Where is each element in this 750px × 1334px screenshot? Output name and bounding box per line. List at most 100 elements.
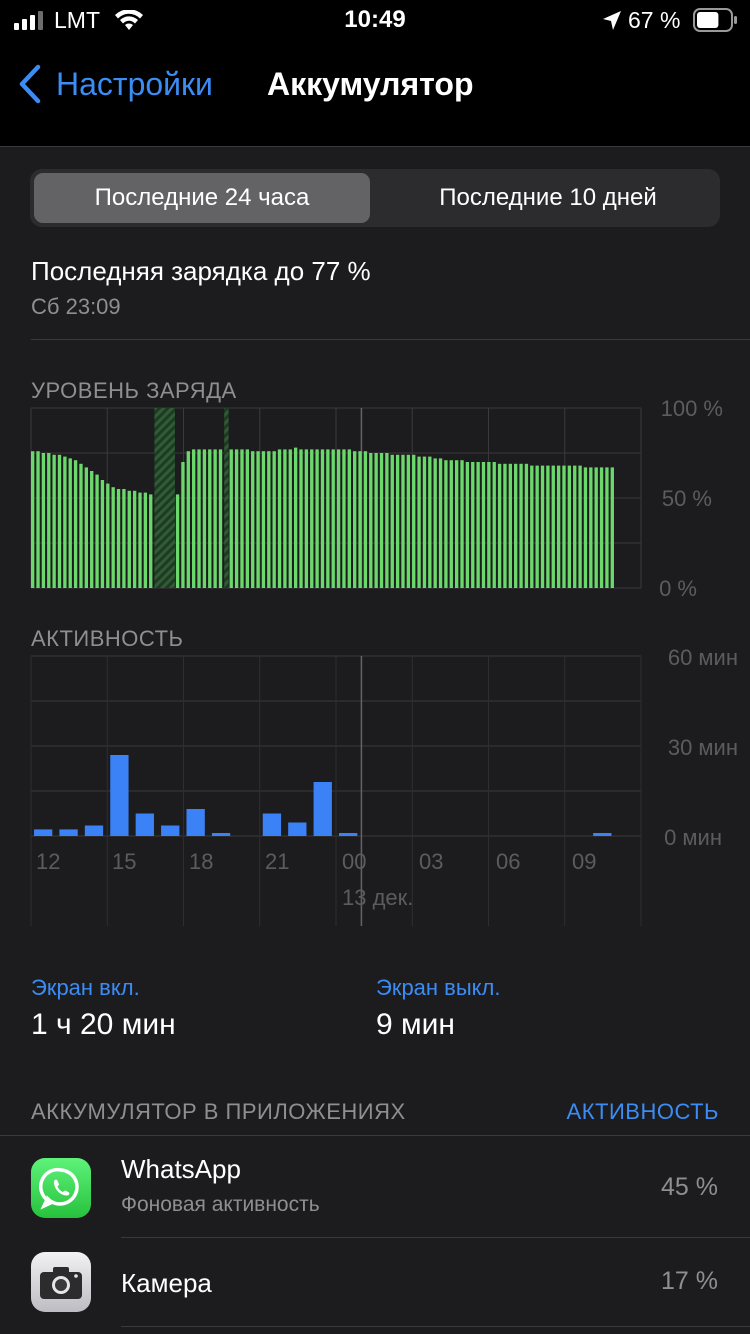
battery-bar [379,453,384,588]
battery-bar [449,460,453,588]
battery-bar [347,449,351,588]
activity-bar [135,813,154,836]
battery-bar [47,453,51,588]
battery-bar [562,465,566,588]
battery-bar [261,451,266,588]
battery-bar [390,454,394,588]
battery-bar [336,449,341,588]
battery-bar [213,449,217,588]
activity-bar [110,755,129,836]
battery-bar [36,451,40,588]
battery-bar [68,458,72,588]
battery-bar [428,456,432,588]
battery-bar [288,449,292,588]
whatsapp-icon [31,1158,91,1218]
battery-bar [605,467,609,588]
battery-bar [251,451,255,588]
activity-bar [339,833,358,836]
chevron-left-icon[interactable] [18,64,42,104]
battery-bar [406,454,411,588]
status-bar [0,0,750,44]
nav-divider [0,128,750,146]
activity-x-tick: 03 [419,849,444,874]
segment-last-10-days[interactable]: Последние 10 дней [439,184,657,211]
battery-bar [578,465,582,588]
activity-x-tick: 00 [342,849,367,874]
battery-bar [229,449,233,588]
activity-bar [593,833,612,836]
battery-bar [476,462,480,588]
activity-bar [288,822,307,836]
battery-y-tick: 50 % [661,486,712,511]
battery-bar [583,467,588,588]
battery-bar [481,462,486,588]
battery-bar [192,449,196,588]
battery-bar [299,449,303,588]
screen-off-value: 9 мин [376,1008,455,1041]
battery-bar [374,453,378,588]
back-button[interactable]: Настройки [56,66,213,102]
battery-bar [395,454,400,588]
battery-bar [181,462,185,588]
divider [31,339,750,340]
battery-bar [331,449,335,588]
battery-bar [272,451,276,588]
battery-bar [508,463,512,588]
battery-bar [535,465,539,588]
apps-section-title: АККУМУЛЯТОР В ПРИЛОЖЕНИЯХ [31,1099,406,1124]
battery-bar [353,451,357,588]
battery-bar [202,449,207,588]
activity-bar [84,825,104,836]
battery-bar [514,463,518,588]
battery-bar [433,458,437,588]
battery-bar [519,463,523,588]
carrier-name: LMT [54,7,100,33]
battery-bar [556,465,561,588]
battery-bar [610,467,614,588]
battery-bar [186,451,190,588]
battery-bar [143,492,148,588]
battery-bar [90,471,94,588]
screen-off-label: Экран выкл. [376,975,501,1000]
battery-bar [524,463,529,588]
activity-bar [34,829,53,836]
battery-icon [693,8,737,32]
battery-bar [599,467,604,588]
battery-bar [234,449,239,588]
battery-bar [41,453,46,588]
battery-bar [363,451,368,588]
battery-bar [138,492,142,588]
battery-bar [412,454,416,588]
activity-x-tick: 21 [265,849,290,874]
battery-bar [589,467,593,588]
battery-bar [530,465,534,588]
battery-bar [95,474,99,588]
battery-bar [492,462,496,588]
activity-bar [313,782,332,836]
battery-bar [401,454,405,588]
show-activity-button[interactable]: АКТИВНОСТЬ [566,1099,719,1124]
activity-y-tick: 30 мин [667,735,738,760]
battery-bar [471,462,475,588]
divider [0,146,750,147]
battery-level-chart [30,407,642,589]
battery-bar [567,465,572,588]
battery-bar [122,489,126,588]
battery-bar [503,463,507,588]
activity-bar [59,829,78,836]
activity-x-tick: 18 [189,849,214,874]
activity-bar [211,833,231,836]
activity-bar [186,809,205,836]
app-name: WhatsApp [121,1154,241,1184]
battery-bar [497,463,502,588]
app-name: Камера [121,1268,212,1298]
battery-bar [116,489,121,588]
battery-bar [487,462,491,588]
battery-bar [422,456,427,588]
battery-bar [465,462,470,588]
battery-bar [310,449,314,588]
battery-bar [197,449,201,588]
clock: 10:49 [344,6,406,33]
segment-last-24-hours[interactable]: Последние 24 часа [34,173,370,223]
battery-bar [218,449,223,588]
